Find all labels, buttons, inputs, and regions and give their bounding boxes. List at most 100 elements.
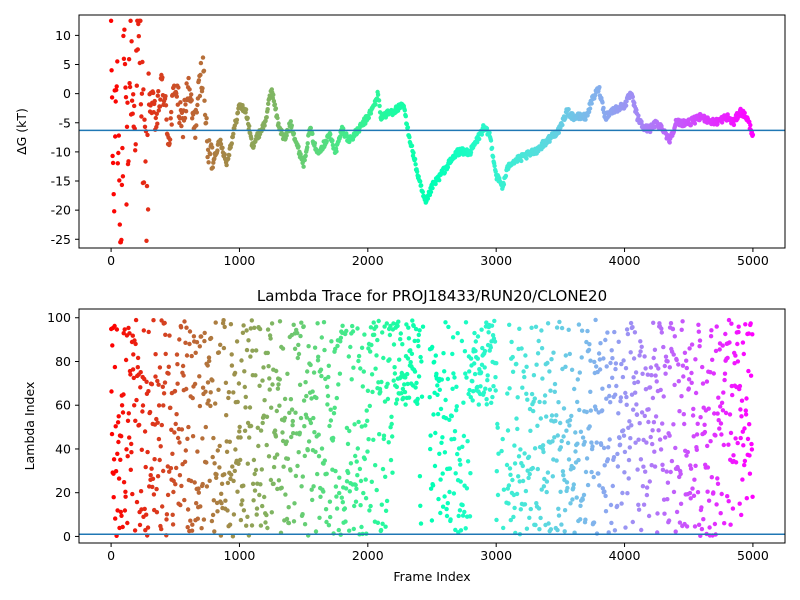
lambda-point (177, 440, 182, 445)
lambda-point (291, 431, 296, 436)
lambda-point (113, 424, 118, 429)
lambda-point (287, 410, 292, 415)
lambda-point (514, 361, 519, 367)
lambda-point (408, 360, 413, 365)
lambda-point (382, 324, 387, 329)
lambda-point (693, 463, 698, 468)
lambda-point (560, 469, 566, 474)
delta-g-point (477, 136, 482, 142)
lambda-point (479, 327, 484, 332)
lambda-point (684, 358, 689, 363)
lambda-point (382, 399, 388, 404)
lambda-point (557, 319, 562, 325)
lambda-point (234, 339, 240, 344)
lambda-point (223, 498, 228, 503)
lambda-point (237, 429, 242, 434)
delta-g-point (747, 119, 752, 125)
lambda-point (597, 367, 603, 372)
lambda-point (276, 478, 282, 483)
lambda-point (702, 422, 707, 427)
lambda-point (333, 468, 338, 474)
lambda-point (380, 466, 386, 472)
lambda-point (480, 345, 485, 351)
lambda-point (533, 522, 538, 528)
lambda-point (372, 332, 377, 337)
lambda-point (133, 341, 138, 347)
lambda-point (739, 512, 744, 518)
lambda-point (178, 325, 184, 330)
lambda-point (605, 457, 611, 462)
lambda-point (264, 414, 270, 419)
delta-g-point (404, 121, 409, 127)
lambda-point (355, 446, 360, 451)
lambda-point (315, 358, 321, 363)
lambda-point (677, 409, 682, 414)
lambda-point (653, 414, 659, 419)
lambda-point (442, 450, 448, 455)
lambda-point (686, 377, 692, 382)
delta-g-point (120, 174, 126, 179)
delta-g-point (368, 111, 374, 116)
delta-g-point (324, 139, 329, 144)
lambda-point (446, 324, 451, 330)
lambda-point (246, 338, 251, 343)
lambda-point (672, 334, 677, 339)
lambda-point (397, 357, 402, 362)
lambda-point (604, 364, 609, 369)
lambda-point (628, 320, 634, 326)
lambda-point (599, 442, 604, 447)
lambda-point (248, 423, 254, 429)
lambda-x-ticks: 0 1000 2000 3000 4000 5000 (107, 543, 769, 563)
lambda-point (195, 516, 200, 521)
lambda-point (251, 457, 257, 463)
lambda-point (454, 408, 459, 413)
lambda-point (377, 432, 382, 437)
lambda-point (681, 412, 686, 417)
lambda-point (487, 387, 493, 392)
delta-g-point (376, 98, 382, 103)
lambda-point (460, 444, 465, 449)
lambda-point (386, 440, 391, 445)
lambda-point (495, 492, 501, 498)
lambda-point (623, 390, 628, 396)
lambda-point (654, 379, 659, 384)
lambda-point (162, 380, 168, 385)
lambda-point (596, 351, 602, 356)
lambda-point (235, 489, 240, 494)
delta-g-point (113, 134, 118, 139)
lambda-point (493, 375, 498, 380)
delta-g-point (205, 154, 210, 160)
lambda-point (165, 492, 171, 498)
lambda-point (113, 516, 118, 521)
lambda-point (456, 513, 461, 519)
lambda-point (327, 423, 332, 429)
lambda-point (359, 524, 364, 530)
lambda-x-tick-label: 4000 (609, 548, 641, 563)
lambda-point (201, 517, 207, 522)
lambda-point (348, 344, 353, 350)
lambda-point (405, 371, 410, 377)
lambda-point (475, 334, 481, 339)
lambda-point (273, 434, 279, 439)
lambda-point (646, 407, 651, 412)
lambda-point (545, 470, 551, 475)
lambda-point (359, 424, 364, 429)
lambda-point (690, 486, 695, 491)
delta-g-point (129, 98, 135, 103)
lambda-point (257, 326, 263, 332)
lambda-point (485, 378, 490, 383)
lambda-point (537, 527, 542, 532)
lambda-point (440, 504, 446, 509)
delta-g-point (156, 108, 161, 113)
lambda-point (613, 361, 619, 366)
lambda-point (353, 482, 358, 488)
delta-g-point (163, 94, 168, 99)
lambda-point (747, 453, 752, 458)
lambda-point (321, 320, 327, 325)
lambda-point (496, 451, 501, 456)
lambda-point (535, 466, 540, 472)
delta-g-x-ticks: 0 1000 2000 3000 4000 5000 (107, 248, 769, 268)
lambda-point (641, 464, 646, 469)
lambda-point (701, 517, 706, 522)
